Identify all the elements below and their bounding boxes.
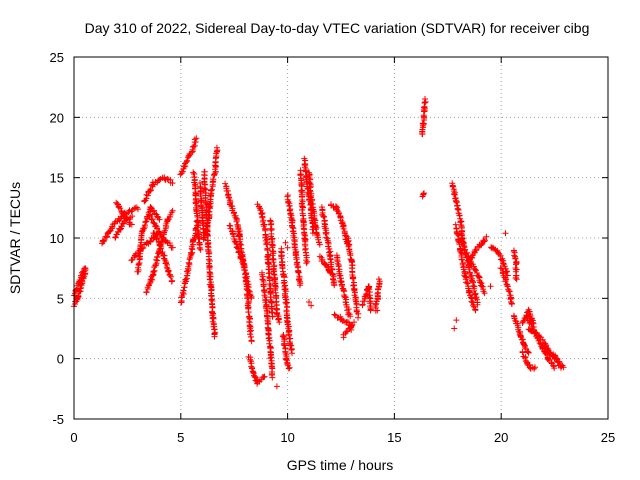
y-tick-label: 5 (57, 291, 64, 306)
x-tick-label: 20 (494, 430, 508, 445)
y-tick-label: 20 (50, 110, 64, 125)
y-tick-label: 10 (50, 231, 64, 246)
x-tick-label: 25 (601, 430, 615, 445)
x-tick-label: 5 (177, 430, 184, 445)
x-tick-label: 15 (387, 430, 401, 445)
y-axis-label: SDTVAR / TECUs (7, 182, 23, 294)
x-tick-label: 0 (70, 430, 77, 445)
chart-title: Day 310 of 2022, Sidereal Day-to-day VTE… (85, 20, 590, 36)
grid-lines (74, 57, 608, 419)
x-tick-label: 10 (280, 430, 294, 445)
axis-ticks: 0 5 10 15 20 25 -5 0 5 10 15 20 25 (50, 50, 616, 445)
x-axis-label: GPS time / hours (287, 457, 394, 473)
y-tick-label: 15 (50, 171, 64, 186)
y-tick-label: 0 (57, 352, 64, 367)
y-tick-label: 25 (50, 50, 64, 65)
y-tick-label: -5 (52, 412, 64, 427)
plot-frame (73, 56, 609, 420)
